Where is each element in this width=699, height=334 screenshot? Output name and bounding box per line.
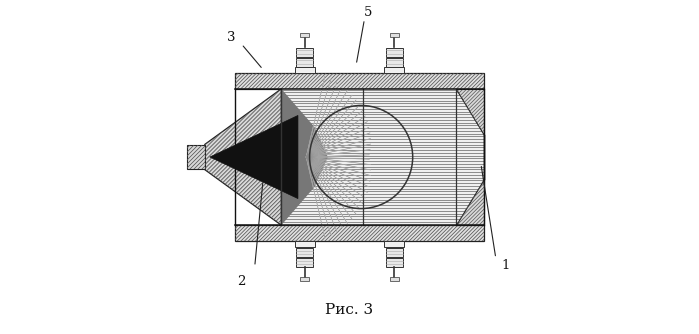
Bar	[235, 225, 484, 241]
Bar	[281, 89, 484, 225]
Bar	[235, 73, 484, 89]
Polygon shape	[281, 89, 328, 225]
Text: 5: 5	[363, 6, 372, 19]
Bar	[294, 241, 315, 247]
FancyBboxPatch shape	[386, 57, 403, 67]
FancyBboxPatch shape	[386, 248, 403, 257]
Bar	[384, 241, 405, 247]
Text: Рис. 3: Рис. 3	[326, 303, 373, 317]
Polygon shape	[210, 116, 298, 199]
Bar	[390, 33, 398, 37]
Polygon shape	[205, 89, 281, 225]
Bar	[294, 67, 315, 73]
FancyBboxPatch shape	[386, 47, 403, 57]
Bar	[187, 145, 205, 169]
Bar	[301, 277, 309, 281]
Text: 1: 1	[501, 259, 510, 272]
FancyBboxPatch shape	[296, 47, 313, 57]
FancyBboxPatch shape	[296, 57, 313, 67]
Bar	[301, 33, 309, 37]
FancyBboxPatch shape	[296, 258, 313, 267]
Text: 2: 2	[237, 275, 245, 288]
Polygon shape	[456, 89, 484, 135]
FancyBboxPatch shape	[386, 258, 403, 267]
Bar	[384, 67, 405, 73]
FancyBboxPatch shape	[296, 248, 313, 257]
Polygon shape	[456, 179, 484, 225]
Text: 3: 3	[227, 31, 236, 44]
Bar	[390, 277, 398, 281]
